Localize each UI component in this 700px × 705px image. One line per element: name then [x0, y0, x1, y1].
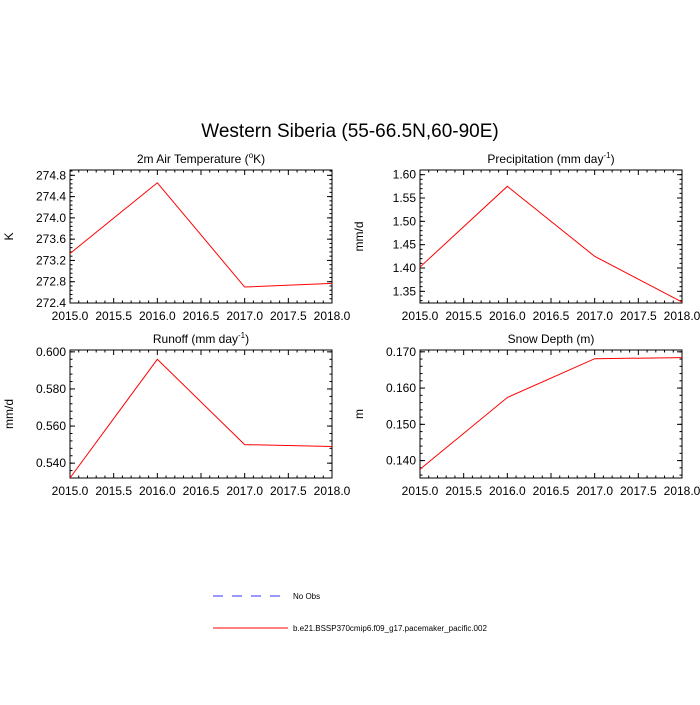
panel-precipitation-x-tick-label: 2018.0: [664, 309, 700, 323]
panel-air-temperature-y-tick-label: 273.6: [36, 232, 66, 246]
panel-snow-depth: 2015.0 2015.5 2016.0 2016.5 2017.0 2017.5 2018…: [352, 332, 700, 498]
panels: 2015.0 2015.5 2016.0 2016.5 2017.0 2017.5 2018…: [2, 151, 700, 498]
panel-snow-depth-y-label: m: [352, 409, 366, 419]
panel-snow-depth-title: Snow Depth (m): [508, 332, 595, 346]
panel-air-temperature-x-tick-label: 2018.0: [314, 309, 351, 323]
panel-runoff-y-label: mm/d: [2, 399, 16, 429]
panel-precipitation-title-sup: -1: [603, 151, 611, 160]
panel-air-temperature-y-tick-label: 272.4: [36, 296, 66, 310]
panel-runoff-title-tail: ): [245, 332, 249, 346]
panel-snow-depth-y-tick-label: 0.160: [386, 381, 416, 395]
legend-entry-model: b.e21.BSSP370cmip6.f09_g17.pacemaker_pac…: [213, 624, 487, 633]
panel-snow-depth-x-tick-label: 2016.5: [533, 484, 570, 498]
panel-snow-depth-y-tick-label: 0.170: [386, 345, 416, 359]
panel-runoff-x-tick-label: 2017.0: [226, 484, 263, 498]
panel-snow-depth-x-tick-label: 2015.0: [402, 484, 439, 498]
panel-precipitation-y-tick-label: 1.60: [393, 168, 417, 182]
panel-air-temperature: 2015.0 2015.5 2016.0 2016.5 2017.0 2017.5 2018…: [2, 151, 351, 323]
panel-runoff-title-main: Runoff (mm day: [153, 332, 238, 346]
panel-snow-depth-x-tick-label: 2017.5: [620, 484, 657, 498]
panel-snow-depth-y-tick-label: 0.150: [386, 417, 416, 431]
panel-precipitation-y-label: mm/d: [352, 222, 366, 252]
panel-air-temperature-title-tail: K): [253, 152, 265, 166]
panel-runoff-series-line: [69, 358, 333, 479]
panel-snow-depth-y-tick-label: 0.140: [386, 454, 416, 468]
panel-precipitation-title-main: Precipitation (mm day: [487, 152, 603, 166]
legend-label-no-obs: No Obs: [293, 592, 320, 601]
panel-runoff-frame: [69, 349, 333, 479]
panel-air-temperature-x-tick-label: 2017.0: [226, 309, 263, 323]
panel-runoff-y-tick-label: 0.560: [36, 419, 66, 433]
legend: No Obs b.e21.BSSP370cmip6.f09_g17.pacema…: [213, 592, 487, 633]
panel-precipitation-x-tick-label: 2015.5: [445, 309, 482, 323]
panel-air-temperature-y-tick-label: 273.2: [36, 253, 66, 267]
legend-entry-no-obs: No Obs: [213, 592, 320, 601]
panel-air-temperature-frame: [69, 169, 333, 304]
panel-runoff-x-tick-label: 2016.5: [183, 484, 220, 498]
panel-precipitation-y-tick-label: 1.35: [393, 284, 417, 298]
panel-runoff-title-sup: -1: [238, 331, 246, 340]
panel-snow-depth-x-tick-label: 2018.0: [664, 484, 700, 498]
panel-precipitation-title: Precipitation (mm day-1): [487, 151, 614, 166]
panel-precipitation: 2015.0 2015.5 2016.0 2016.5 2017.0 2017.5 2018…: [352, 151, 700, 323]
panel-air-temperature-x-tick-label: 2016.5: [183, 309, 220, 323]
panel-air-temperature-title-sup: o: [249, 151, 254, 160]
panel-runoff-x-tick-label: 2016.0: [139, 484, 176, 498]
panel-snow-depth-x-tick-label: 2017.0: [576, 484, 613, 498]
panel-precipitation-title-tail: ): [611, 152, 615, 166]
panel-air-temperature-y-tick-label: 272.8: [36, 275, 66, 289]
panel-runoff-x-tick-label: 2015.0: [52, 484, 89, 498]
panel-precipitation-y-tick-label: 1.50: [393, 214, 417, 228]
panel-snow-depth-title-main: Snow Depth (m): [508, 332, 595, 346]
panel-snow-depth-x-tick-label: 2015.5: [445, 484, 482, 498]
panel-precipitation-series-line: [419, 185, 683, 303]
panel-air-temperature-y-tick-label: 274.0: [36, 211, 66, 225]
panel-precipitation-y-tick-label: 1.55: [393, 191, 417, 205]
panel-air-temperature-y-label: K: [2, 232, 16, 240]
panel-precipitation-x-tick-label: 2016.5: [533, 309, 570, 323]
panel-runoff-x-tick-label: 2015.5: [95, 484, 132, 498]
panel-air-temperature-x-tick-label: 2015.5: [95, 309, 132, 323]
panel-runoff-y-tick-label: 0.540: [36, 456, 66, 470]
panel-air-temperature-x-tick-label: 2015.0: [52, 309, 89, 323]
panel-runoff-y-tick-label: 0.580: [36, 382, 66, 396]
panel-precipitation-frame: [419, 169, 683, 304]
panel-runoff-y-tick-label: 0.600: [36, 345, 66, 359]
panel-runoff-x-tick-label: 2018.0: [314, 484, 351, 498]
panel-air-temperature-x-tick-label: 2017.5: [270, 309, 307, 323]
panel-air-temperature-title: 2m Air Temperature (oK): [137, 151, 265, 166]
panel-air-temperature-y-tick-label: 274.8: [36, 168, 66, 182]
panel-runoff-title: Runoff (mm day-1): [153, 331, 249, 346]
panel-precipitation-x-tick-label: 2015.0: [402, 309, 439, 323]
panel-snow-depth-series-line: [419, 357, 683, 470]
legend-label-model: b.e21.BSSP370cmip6.f09_g17.pacemaker_pac…: [293, 624, 487, 633]
panel-air-temperature-x-tick-label: 2016.0: [139, 309, 176, 323]
figure-title: Western Siberia (55-66.5N,60-90E): [201, 121, 498, 142]
panel-air-temperature-series-line: [69, 182, 333, 288]
panel-precipitation-y-tick-label: 1.40: [393, 261, 417, 275]
panel-precipitation-y-tick-label: 1.45: [393, 238, 417, 252]
panel-precipitation-x-tick-label: 2017.5: [620, 309, 657, 323]
panel-precipitation-x-tick-label: 2016.0: [489, 309, 526, 323]
panel-runoff-x-tick-label: 2017.5: [270, 484, 307, 498]
panel-air-temperature-y-tick-label: 274.4: [36, 190, 66, 204]
panel-air-temperature-title-main: 2m Air Temperature (: [137, 152, 249, 166]
panel-runoff: 2015.0 2015.5 2016.0 2016.5 2017.0 2017.5 2018…: [2, 331, 351, 498]
panel-precipitation-x-tick-label: 2017.0: [576, 309, 613, 323]
panel-snow-depth-frame: [419, 349, 683, 479]
panel-snow-depth-x-tick-label: 2016.0: [489, 484, 526, 498]
